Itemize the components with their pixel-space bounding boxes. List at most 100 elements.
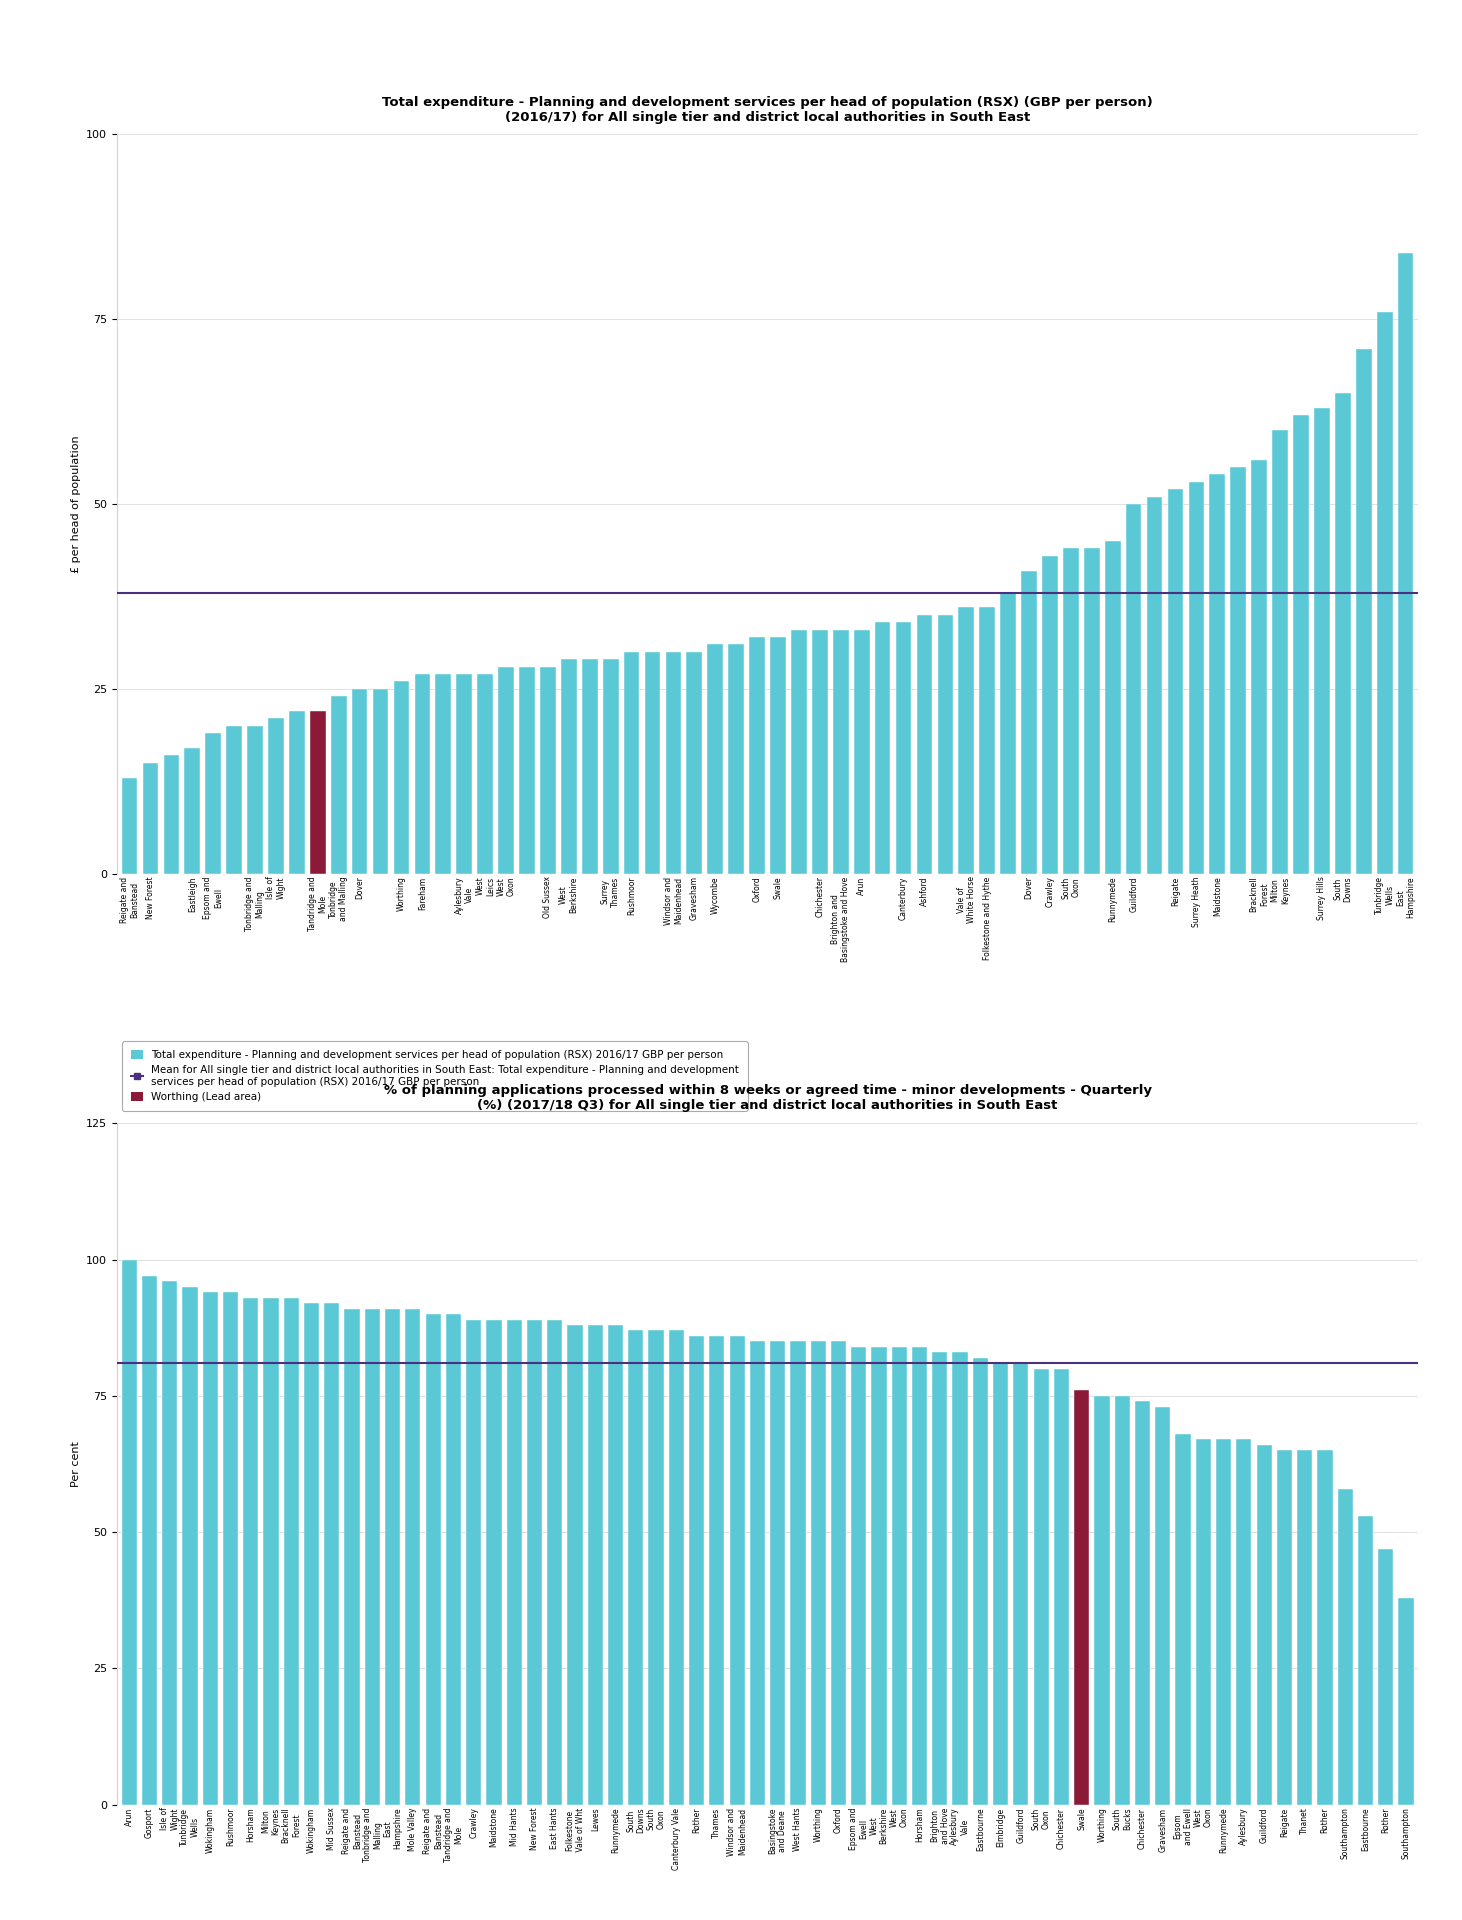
Bar <box>1114 1396 1130 1805</box>
Bar <box>499 666 515 874</box>
Bar <box>268 718 284 874</box>
Bar <box>1379 1549 1393 1805</box>
Bar <box>892 1346 906 1805</box>
Bar <box>1251 459 1268 874</box>
Bar <box>405 1309 421 1805</box>
Bar <box>1075 1390 1089 1805</box>
Y-axis label: Per cent: Per cent <box>70 1442 80 1486</box>
Bar <box>364 1309 380 1805</box>
Bar <box>142 1277 156 1805</box>
Bar <box>980 607 996 874</box>
Bar <box>487 1319 501 1805</box>
Bar <box>325 1304 339 1805</box>
Bar <box>121 1260 137 1805</box>
Bar <box>730 1336 744 1805</box>
Bar <box>561 659 576 874</box>
Bar <box>304 1304 319 1805</box>
Bar <box>263 1298 279 1805</box>
Bar <box>247 726 263 874</box>
Bar <box>1272 430 1288 874</box>
Bar <box>952 1352 968 1805</box>
Bar <box>917 614 933 874</box>
Bar <box>1294 415 1308 874</box>
Bar <box>687 651 702 874</box>
Bar <box>1083 549 1099 874</box>
Bar <box>539 666 556 874</box>
Bar <box>791 630 807 874</box>
Bar <box>728 645 744 874</box>
Bar <box>1297 1450 1313 1805</box>
Bar <box>854 630 870 874</box>
Bar <box>121 778 137 874</box>
Bar <box>1155 1407 1171 1805</box>
Bar <box>937 614 953 874</box>
Bar <box>1358 1515 1373 1805</box>
Bar <box>1355 349 1371 874</box>
Bar <box>1168 490 1183 874</box>
Bar <box>1013 1363 1028 1805</box>
Bar <box>749 637 765 874</box>
Bar <box>1398 253 1414 874</box>
Bar <box>184 749 200 874</box>
Bar <box>1256 1446 1272 1805</box>
Bar <box>1377 311 1392 874</box>
Bar <box>1000 593 1016 874</box>
Bar <box>1095 1396 1110 1805</box>
Bar <box>588 1325 602 1805</box>
Bar <box>608 1325 623 1805</box>
Bar <box>912 1346 927 1805</box>
Bar <box>582 659 598 874</box>
Bar <box>466 1319 481 1805</box>
Bar <box>1042 555 1058 874</box>
Bar <box>393 682 409 874</box>
Bar <box>1314 407 1330 874</box>
Bar <box>1335 394 1351 874</box>
Bar <box>1209 474 1225 874</box>
Bar <box>708 645 724 874</box>
Bar <box>830 1342 846 1805</box>
Bar <box>425 1313 440 1805</box>
Bar <box>649 1331 664 1805</box>
Bar <box>770 637 787 874</box>
Bar <box>1146 497 1162 874</box>
Bar <box>871 1346 886 1805</box>
Bar <box>645 651 661 874</box>
Bar <box>1398 1597 1414 1805</box>
Bar <box>1175 1434 1190 1805</box>
Bar <box>330 697 346 874</box>
Bar <box>972 1357 988 1805</box>
Bar <box>959 607 974 874</box>
Bar <box>526 1319 542 1805</box>
Bar <box>164 755 180 874</box>
Bar <box>284 1298 298 1805</box>
Bar <box>750 1342 765 1805</box>
Bar <box>1317 1450 1332 1805</box>
Bar <box>243 1298 259 1805</box>
Bar <box>602 659 618 874</box>
Bar <box>1063 549 1079 874</box>
Bar <box>833 630 848 874</box>
Bar <box>227 726 241 874</box>
Bar <box>1216 1440 1231 1805</box>
Bar <box>624 651 639 874</box>
Bar <box>1276 1450 1292 1805</box>
Bar <box>143 762 158 874</box>
Bar <box>547 1319 563 1805</box>
Bar <box>1126 503 1142 874</box>
Bar <box>993 1363 1009 1805</box>
Bar <box>567 1325 583 1805</box>
Bar <box>436 674 452 874</box>
Bar <box>289 710 304 874</box>
Legend: Total expenditure - Planning and development services per head of population (RS: Total expenditure - Planning and develop… <box>123 1041 747 1110</box>
Bar <box>456 674 472 874</box>
Bar <box>415 674 430 874</box>
Bar <box>1135 1402 1151 1805</box>
Bar <box>1189 482 1205 874</box>
Bar <box>668 1331 684 1805</box>
Bar <box>810 1342 826 1805</box>
Bar <box>1196 1440 1211 1805</box>
Bar <box>1034 1369 1048 1805</box>
Y-axis label: £ per head of population: £ per head of population <box>70 436 80 572</box>
Title: Total expenditure - Planning and development services per head of population (RS: Total expenditure - Planning and develop… <box>382 96 1154 123</box>
Bar <box>385 1309 401 1805</box>
